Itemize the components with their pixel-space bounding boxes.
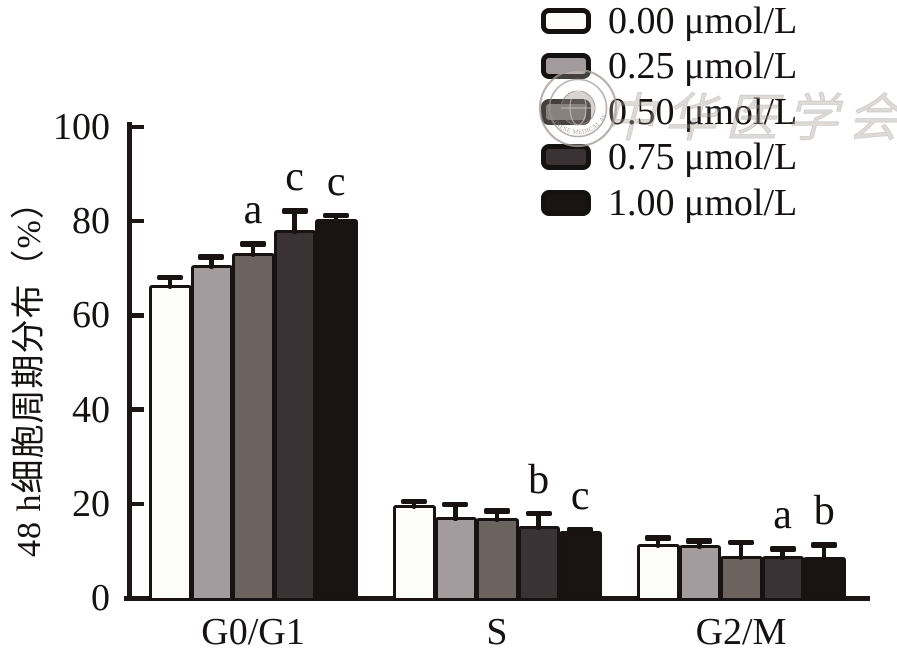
error-bar-cap	[525, 510, 552, 517]
legend-label: 0.00 μmol/L	[608, 0, 798, 42]
bar	[149, 284, 192, 601]
significance-letter: c	[570, 473, 590, 520]
legend-swatch	[541, 8, 591, 34]
error-bar-stem	[494, 509, 500, 523]
legend-item: 0.25 μmol/L	[541, 45, 798, 88]
error-bar-cap	[198, 254, 225, 260]
bar	[761, 556, 805, 601]
y-tick	[130, 124, 144, 130]
error-bar-cap	[728, 539, 754, 546]
bar	[559, 530, 602, 601]
legend-item: 0.00 μmol/L	[541, 0, 798, 42]
bar	[190, 265, 234, 601]
legend-swatch	[541, 53, 591, 80]
significance-letter: c	[285, 154, 304, 200]
error-bar-stem	[780, 547, 785, 561]
significance-letter: b	[528, 456, 550, 503]
y-tick-label: 60	[72, 294, 110, 337]
error-bar-cap	[323, 212, 350, 219]
legend-swatch	[541, 98, 591, 125]
bar	[803, 556, 846, 601]
bar	[315, 218, 358, 601]
error-bar-stem	[250, 242, 256, 258]
legend-item: 1.00 μmol/L	[541, 181, 798, 224]
error-bar-cap	[769, 546, 796, 552]
y-axis-line	[127, 122, 132, 601]
x-category-label: S	[486, 611, 508, 653]
y-tick-label: 80	[72, 200, 110, 243]
error-bar-cap	[484, 508, 510, 514]
bar	[637, 544, 680, 601]
bar	[476, 518, 519, 601]
y-tick	[130, 219, 144, 224]
error-bar-stem	[334, 213, 339, 223]
error-bar-stem	[411, 499, 416, 509]
legend-label: 0.50 μmol/L	[608, 90, 798, 133]
y-tick-label: 0	[91, 577, 110, 619]
error-bar-stem	[655, 536, 660, 549]
y-tick-label: 100	[53, 106, 110, 148]
error-bar-cap	[811, 542, 838, 548]
error-bar-cap	[281, 208, 308, 214]
bar	[232, 253, 275, 601]
y-tick-label: 40	[72, 388, 110, 431]
error-bar-stem	[536, 511, 541, 531]
legend-label: 0.25 μmol/L	[608, 45, 798, 88]
legend-label: 1.00 μmol/L	[608, 181, 798, 224]
bar	[517, 526, 561, 601]
legend-item: 0.50 μmol/L	[541, 90, 798, 133]
error-bar-stem	[697, 539, 702, 550]
error-bar-stem	[453, 502, 458, 522]
bar	[393, 504, 436, 601]
error-bar-cap	[644, 535, 671, 541]
error-bar-stem	[822, 543, 827, 561]
significance-letter: b	[813, 488, 835, 535]
x-category-label: G0/G1	[201, 611, 305, 653]
y-tick	[130, 407, 144, 412]
bar	[273, 230, 317, 601]
significance-letter: c	[326, 158, 346, 205]
significance-letter: a	[773, 492, 792, 539]
error-bar-stem	[738, 540, 744, 560]
x-category-label: G2/M	[695, 611, 787, 653]
bar	[678, 545, 722, 601]
error-bar-cap	[686, 538, 713, 544]
error-bar-cap	[400, 498, 427, 505]
y-tick-label: 20	[72, 482, 110, 525]
error-bar-stem	[209, 255, 214, 270]
legend: 0.00 μmol/L 0.25 μmol/L 0.50 μmol/L 0.75 μm…	[541, 0, 861, 236]
legend-swatch	[541, 189, 591, 216]
error-bar-stem	[167, 275, 172, 289]
error-bar-cap	[442, 501, 469, 508]
legend-swatch	[541, 144, 591, 171]
legend-item: 0.75 μmol/L	[541, 136, 798, 179]
bar	[434, 517, 478, 601]
legend-label: 0.75 μmol/L	[608, 136, 798, 179]
error-bar-cap	[156, 274, 183, 281]
error-bar-cap	[567, 527, 594, 533]
bar	[720, 555, 763, 601]
y-tick	[130, 501, 144, 506]
y-tick	[130, 313, 144, 318]
error-bar-cap	[240, 241, 266, 247]
significance-letter: a	[243, 187, 263, 234]
error-bar-stem	[292, 209, 297, 235]
